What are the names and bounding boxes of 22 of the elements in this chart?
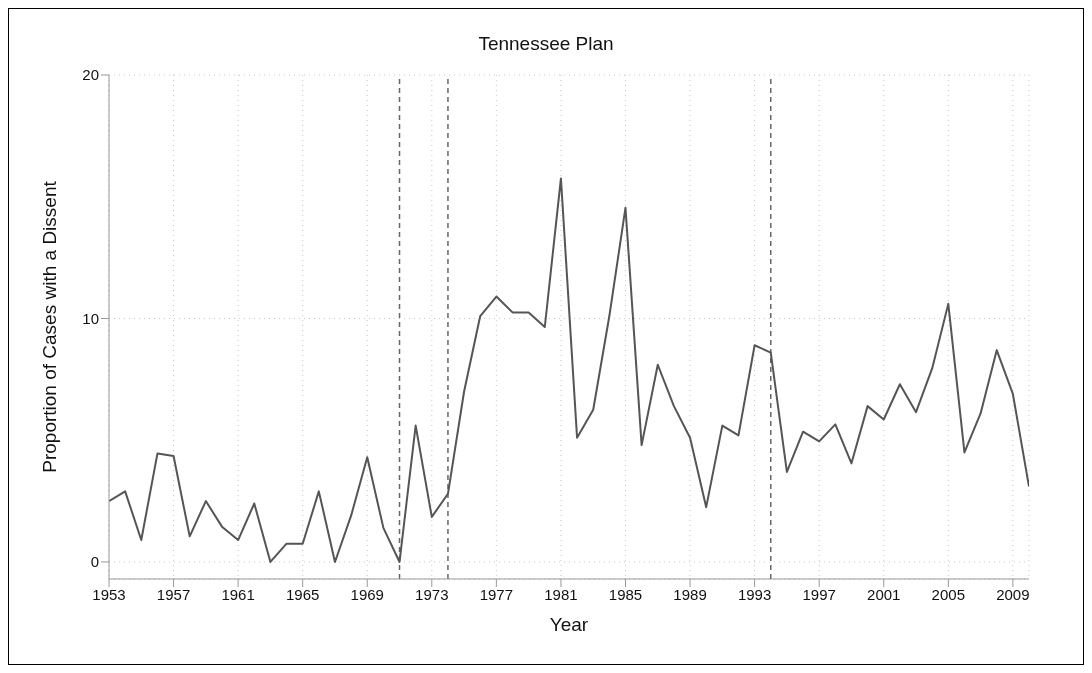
x-tick-label: 1957 (156, 585, 191, 603)
x-axis-title: Year (549, 614, 589, 635)
x-tick-label: 1993 (737, 585, 772, 603)
x-tick-label: 1985 (608, 585, 643, 603)
x-tick-label: 1981 (544, 585, 578, 603)
x-tick-label: 1953 (92, 585, 126, 603)
x-tick-label: 2009 (996, 585, 1030, 603)
x-tick-label: 1973 (415, 585, 449, 603)
line-series (109, 177, 1029, 563)
y-tick-label: 10 (82, 309, 99, 327)
y-axis-title: Proportion of Cases with a Dissent (38, 180, 60, 473)
x-tick-label: 1961 (221, 585, 255, 603)
x-tick-label: 1977 (479, 585, 514, 603)
x-tick-label: 1965 (286, 585, 320, 603)
y-tick-label: 20 (82, 66, 99, 84)
y-tick-label: 0 (90, 553, 99, 571)
x-tick-label: 2001 (867, 585, 901, 603)
x-tick-label: 1989 (673, 585, 707, 603)
x-tick-label: 2005 (931, 585, 965, 603)
x-tick-label: 1969 (350, 585, 384, 603)
chart-title: Tennessee Plan (477, 33, 615, 55)
x-tick-label: 1997 (802, 585, 836, 603)
